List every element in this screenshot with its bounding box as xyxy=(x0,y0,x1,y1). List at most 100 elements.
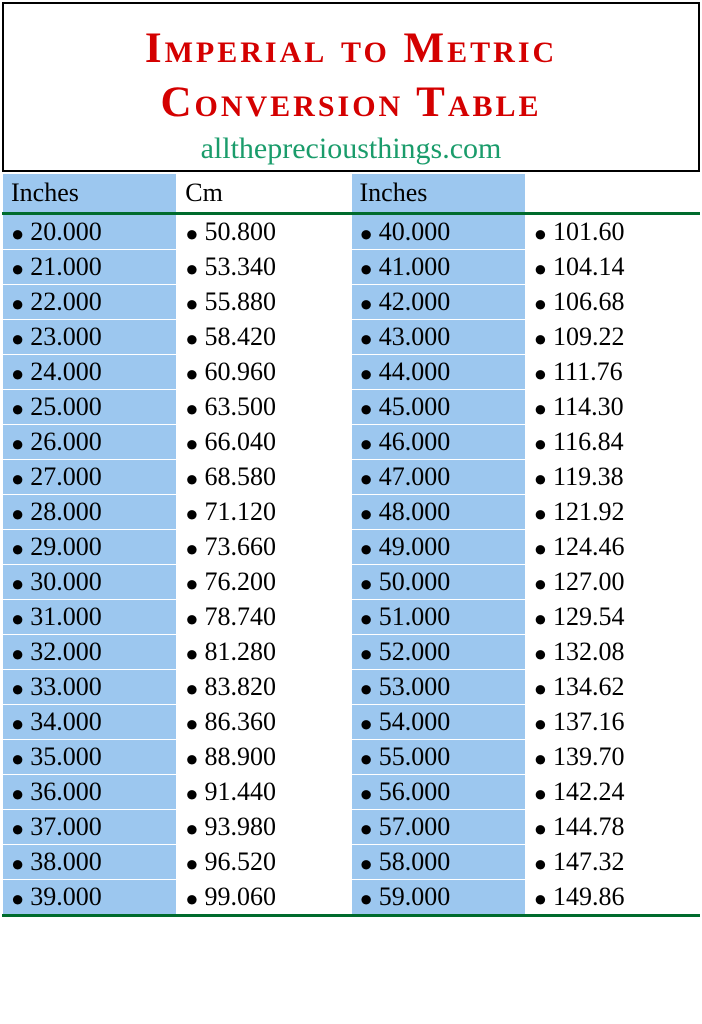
cell-value: 43.000 xyxy=(379,322,451,351)
bullet-icon: ● xyxy=(360,291,373,317)
table-cell: ●88.900 xyxy=(177,739,351,774)
cell-value: 111.76 xyxy=(553,357,623,386)
bullet-icon: ● xyxy=(11,676,24,702)
table-cell: ●43.000 xyxy=(351,319,525,354)
cell-value: 127.00 xyxy=(553,567,625,596)
table-cell: ●41.000 xyxy=(351,249,525,284)
bullet-icon: ● xyxy=(185,641,198,667)
table-row: ●25.000●63.500●45.000●114.30 xyxy=(3,389,700,424)
cell-value: 44.000 xyxy=(379,357,451,386)
table-cell: ● 66.040 xyxy=(177,424,351,459)
bullet-icon: ● xyxy=(360,606,373,632)
bullet-icon: ● xyxy=(360,571,373,597)
table-row: ●29.000●73.660●49.000●124.46 xyxy=(3,529,700,564)
col-header-cm-2 xyxy=(525,174,699,214)
cell-value: 134.62 xyxy=(553,672,625,701)
table-row: ●30.000●76.200●50.000●127.00 xyxy=(3,564,700,599)
bullet-icon: ● xyxy=(185,571,198,597)
cell-value: 31.000 xyxy=(30,602,102,631)
bullet-icon: ● xyxy=(534,641,547,667)
table-cell: ●24.000 xyxy=(3,354,177,389)
bullet-icon: ● xyxy=(534,851,547,877)
table-cell: ●93.980 xyxy=(177,810,351,845)
bullet-icon: ● xyxy=(11,396,24,422)
table-cell: ●99.060 xyxy=(177,880,351,916)
cell-value: 41.000 xyxy=(379,252,451,281)
table-cell: ●29.000 xyxy=(3,529,177,564)
col-header-cm-1: Cm xyxy=(177,174,351,214)
table-cell: ●121.92 xyxy=(525,494,699,529)
table-cell: ●47.000 xyxy=(351,459,525,494)
bullet-icon: ● xyxy=(360,361,373,387)
cell-value: 54.000 xyxy=(379,707,451,736)
bullet-icon: ● xyxy=(534,571,547,597)
cell-value: 121.92 xyxy=(553,497,625,526)
table-cell: ●60.960 xyxy=(177,354,351,389)
table-row: ●39.000●99.060●59.000●149.86 xyxy=(3,880,700,916)
bullet-icon: ● xyxy=(360,431,373,457)
table-cell: ●34.000 xyxy=(3,704,177,739)
table-cell: ●139.70 xyxy=(525,739,699,774)
table-cell: ●96.520 xyxy=(177,845,351,880)
cell-value: 66.040 xyxy=(205,427,277,456)
table-cell: ●73.660 xyxy=(177,529,351,564)
table-cell: ●25.000 xyxy=(3,389,177,424)
cell-value: 27.000 xyxy=(30,462,102,491)
cell-value: 35.000 xyxy=(30,742,102,771)
cell-value: 28.000 xyxy=(30,497,102,526)
table-cell: ●21.000 xyxy=(3,249,177,284)
table-cell: ●149.86 xyxy=(525,880,699,916)
table-cell: ●137.16 xyxy=(525,704,699,739)
bullet-icon: ● xyxy=(185,501,198,527)
table-cell: ●46.000 xyxy=(351,424,525,459)
bullet-icon: ● xyxy=(185,221,198,247)
cell-value: 52.000 xyxy=(379,637,451,666)
cell-value: 78.740 xyxy=(205,602,277,631)
table-cell: ●127.00 xyxy=(525,564,699,599)
bullet-icon: ● xyxy=(360,641,373,667)
bullet-icon: ● xyxy=(11,221,24,247)
table-cell: ●30.000 xyxy=(3,564,177,599)
table-row: ●23.000●58.420●43.000●109.22 xyxy=(3,319,700,354)
cell-value: 38.000 xyxy=(30,847,102,876)
cell-value: 91.440 xyxy=(205,777,277,806)
table-cell: ●53.340 xyxy=(177,249,351,284)
page-title: Imperial to Metric Conversion Table xyxy=(14,22,688,130)
table-row: ●28.000●71.120●48.000●121.92 xyxy=(3,494,700,529)
table-row: ●38.000●96.520●58.000●147.32 xyxy=(3,845,700,880)
table-cell: ●54.000 xyxy=(351,704,525,739)
table-cell: ●28.000 xyxy=(3,494,177,529)
cell-value: 58.000 xyxy=(379,847,451,876)
bullet-icon: ● xyxy=(360,676,373,702)
cell-value: 51.000 xyxy=(379,602,451,631)
cell-value: 142.24 xyxy=(553,777,625,806)
conversion-table: Inches Cm Inches ●20.000●50.800●40.000●1… xyxy=(2,174,700,918)
cell-value: 29.000 xyxy=(30,532,102,561)
bullet-icon: ● xyxy=(534,466,547,492)
bullet-icon: ● xyxy=(534,501,547,527)
table-cell: ●50.000 xyxy=(351,564,525,599)
cell-value: 55.880 xyxy=(205,287,277,316)
bullet-icon: ● xyxy=(11,466,24,492)
bullet-icon: ● xyxy=(185,466,198,492)
table-cell: ●35.000 xyxy=(3,739,177,774)
bullet-icon: ● xyxy=(185,536,198,562)
cell-value: 47.000 xyxy=(379,462,451,491)
table-cell: ●76.200 xyxy=(177,564,351,599)
cell-value: 25.000 xyxy=(30,392,102,421)
table-row: ●24.000●60.960●44.000●111.76 xyxy=(3,354,700,389)
table-row: ●35.000●88.900●55.000●139.70 xyxy=(3,739,700,774)
table-cell: ●52.000 xyxy=(351,634,525,669)
table-row: ●33.000●83.820●53.000●134.62 xyxy=(3,669,700,704)
bullet-icon: ● xyxy=(11,571,24,597)
table-cell: ●27.000 xyxy=(3,459,177,494)
table-cell: ●144.78 xyxy=(525,810,699,845)
bullet-icon: ● xyxy=(185,431,198,457)
bullet-icon: ● xyxy=(185,396,198,422)
bullet-icon: ● xyxy=(11,851,24,877)
cell-value: 139.70 xyxy=(553,742,625,771)
table-cell: ●49.000 xyxy=(351,529,525,564)
title-line-1: Imperial to Metric xyxy=(145,25,557,72)
bullet-icon: ● xyxy=(11,361,24,387)
bullet-icon: ● xyxy=(534,326,547,352)
